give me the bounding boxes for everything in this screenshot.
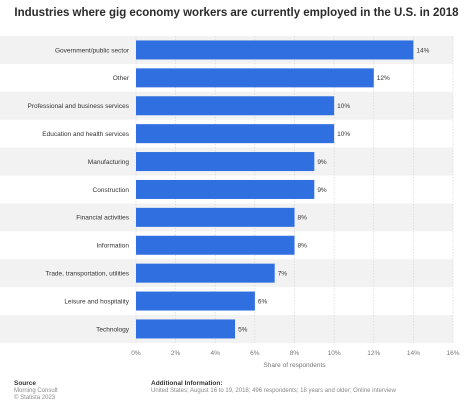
data-label: 8% xyxy=(298,215,308,222)
additional-info-block: Additional Information: United States; A… xyxy=(151,380,466,395)
data-label: 7% xyxy=(278,270,288,277)
data-label: 9% xyxy=(317,159,327,166)
bar xyxy=(136,96,335,116)
chart-title: Industries where gig economy workers are… xyxy=(14,7,459,19)
bar xyxy=(136,68,374,88)
bar xyxy=(136,263,275,283)
x-tick-label: 10% xyxy=(328,350,341,357)
category-label: Professional and business services xyxy=(27,103,129,110)
data-label: 6% xyxy=(258,298,268,305)
x-tick-label: 0% xyxy=(131,350,141,357)
data-label: 5% xyxy=(238,326,248,333)
bar xyxy=(136,291,255,311)
data-label: 12% xyxy=(377,75,390,82)
source-block: Source Morning Consult © Statista 2023 xyxy=(14,380,58,403)
category-label: Education and health services xyxy=(42,131,129,138)
data-label: 9% xyxy=(317,187,327,194)
category-label: Technology xyxy=(96,326,130,333)
x-tick-label: 6% xyxy=(250,350,260,357)
x-axis-title: Share of respondents xyxy=(263,362,326,369)
x-tick-label: 16% xyxy=(446,350,459,357)
source-line[interactable]: Morning Consult xyxy=(14,387,58,394)
bar-chart: 0% 2% 4% 6% 8% 10% 12% 14% 16% Government/public … xyxy=(0,36,460,369)
bar xyxy=(136,319,236,339)
category-label: Financial activities xyxy=(76,215,129,222)
category-label: Manufacturing xyxy=(88,159,130,166)
bar xyxy=(136,207,295,227)
category-label: Construction xyxy=(93,187,130,194)
bar xyxy=(136,124,335,144)
additional-info-heading: Additional Information: xyxy=(151,380,223,387)
x-tick-label: 14% xyxy=(407,350,420,357)
category-label: Trade, transportation, utilities xyxy=(45,270,129,277)
data-label: 8% xyxy=(298,243,308,250)
x-tick-label: 4% xyxy=(211,350,221,357)
x-tick-label: 8% xyxy=(290,350,300,357)
additional-info-text: United States; August 16 to 19, 2018; 49… xyxy=(151,387,396,394)
source-heading: Source xyxy=(14,380,37,387)
data-label: 14% xyxy=(416,47,429,54)
bar xyxy=(136,179,315,199)
bar xyxy=(136,152,315,172)
category-label: Government/public sector xyxy=(55,47,130,54)
x-tick-label: 2% xyxy=(171,350,181,357)
x-tick-label: 12% xyxy=(367,350,380,357)
category-label: Information xyxy=(96,243,129,250)
data-label: 10% xyxy=(337,131,350,138)
category-label: Other xyxy=(113,75,130,82)
copyright-line[interactable]: © Statista 2023 xyxy=(14,395,56,401)
category-label: Leisure and hospitality xyxy=(64,298,129,305)
bar xyxy=(136,40,414,60)
data-label: 10% xyxy=(337,103,350,110)
bar xyxy=(136,235,295,255)
